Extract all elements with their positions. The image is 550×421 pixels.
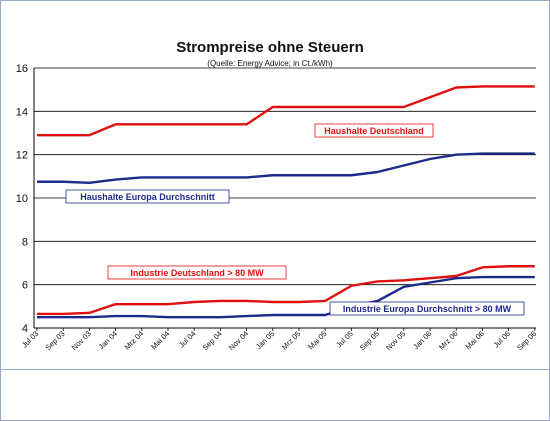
series-label-box [65,189,230,204]
x-tick-label: Mrz 04 [123,329,146,352]
series-label-box [329,301,525,316]
x-tick-label: Jan 04 [97,329,119,351]
y-tick-label: 6 [22,280,28,292]
series-line-3 [37,265,535,316]
x-tick-label: Jul 05 [334,329,355,350]
chart-subtitle: (Quelle: Energy Advice; in Ct./kWh) [207,59,333,68]
x-tick-label: Nov 04 [227,329,250,352]
series-line-2 [37,152,535,185]
x-tick-label: Jul 06 [491,329,512,350]
series-label: Industrie Deutschland > 80 MW [130,268,264,278]
y-tick-label: 4 [22,323,28,335]
y-tick-label: 8 [22,236,28,248]
series-label-box [314,123,434,138]
series-line-4 [37,275,535,319]
x-tick-label: Mai 06 [464,329,486,351]
x-tick-label: Mai 05 [306,329,328,351]
x-tick-label: Jul 04 [177,329,198,350]
x-tick-label: Jan 05 [254,329,276,351]
series-label: Industrie Europa Durchschnitt > 80 MW [343,304,512,314]
x-tick-label: Sep 04 [201,329,224,352]
y-tick-label: 16 [16,63,28,75]
x-tick-label: Sep 03 [43,329,66,352]
x-tick-label: Nov 03 [70,329,93,352]
y-tick-label: 12 [16,150,28,162]
y-tick-label: 10 [16,193,28,205]
x-tick-label: Jan 06 [411,329,433,351]
series-label: Haushalte Europa Durchschnitt [80,192,215,202]
x-tick-label: Mrz 06 [437,329,460,352]
x-tick-label: Sep 05 [358,329,381,352]
y-tick-label: 14 [16,106,28,118]
series-label-box [107,265,287,280]
x-tick-label: Mai 04 [149,329,171,351]
chart-title: Strompreise ohne Steuern [176,39,364,56]
series-label: Haushalte Deutschland [324,126,424,136]
x-tick-label: Nov 05 [384,329,407,352]
bottom-divider [0,369,550,370]
x-tick-label: Mrz 05 [280,329,303,352]
x-tick-label: Sep 06 [515,329,538,352]
series-line-1 [37,85,535,137]
